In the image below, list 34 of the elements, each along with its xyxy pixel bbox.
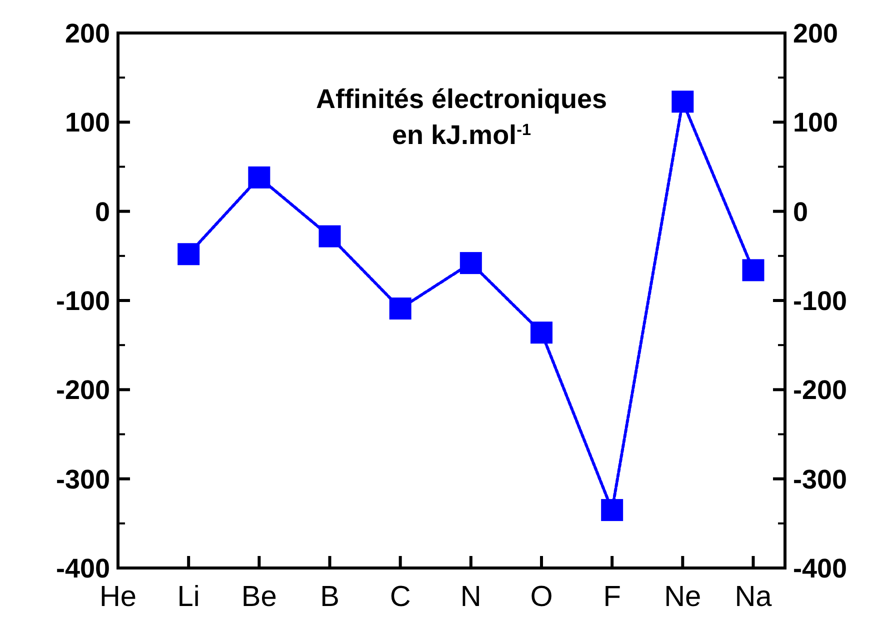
y-tick-label: -100: [56, 286, 110, 316]
x-tick-label: Na: [734, 581, 773, 613]
y2-tick-label: -100: [793, 286, 848, 316]
y2-tick-label: 100: [793, 108, 838, 138]
x-tick-label: Li: [177, 581, 200, 613]
point: [672, 90, 694, 113]
x-tick-label: B: [320, 581, 340, 613]
x-tick-label: O: [530, 581, 553, 613]
point: [389, 298, 412, 320]
y2-tick-label: 200: [793, 18, 838, 48]
y2-tick-label: 0: [793, 196, 808, 227]
x-tick-label: Be: [241, 581, 277, 613]
x-tick-label: Ne: [664, 581, 702, 613]
y-tick-label: 200: [64, 18, 110, 48]
point: [318, 225, 341, 248]
y-tick-label: -200: [56, 375, 110, 406]
y2-tick-label: -400: [793, 553, 848, 584]
point: [601, 499, 624, 522]
x-tick-label: He: [99, 581, 137, 613]
point: [460, 252, 482, 274]
x-tick-label: N: [460, 581, 482, 613]
y2-tick-label: -200: [793, 375, 848, 406]
y-tick-label: 0: [94, 196, 110, 227]
point: [248, 166, 270, 188]
x-tick-label: F: [603, 581, 621, 613]
point: [178, 243, 200, 266]
y2-tick-label: -300: [793, 464, 848, 494]
y-tick-label: -400: [56, 553, 110, 584]
y-tick-label: 100: [64, 108, 110, 138]
point: [530, 322, 552, 344]
annotation: Affinités électroniques en kJ.mol$^{-1}$: [316, 84, 608, 150]
x-tick-label: C: [390, 581, 411, 613]
y-tick-label: -300: [56, 464, 110, 494]
point: [742, 259, 764, 282]
